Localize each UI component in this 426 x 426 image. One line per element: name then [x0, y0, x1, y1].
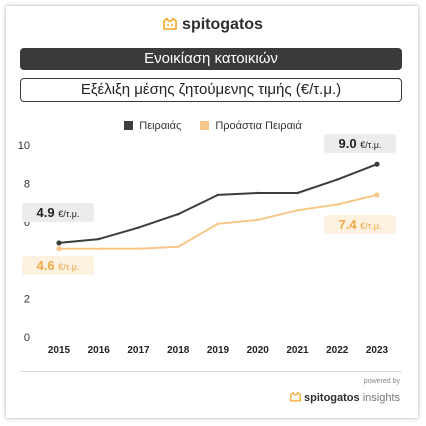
brand-name: spitogatos [182, 16, 263, 33]
annotation-pill [22, 203, 94, 222]
data-point [56, 246, 62, 252]
footer-insights: insights [362, 392, 400, 404]
footer-brand-name: spitogatos [304, 392, 360, 404]
legend-item-piraeus: Πειραιάς [124, 120, 181, 132]
x-tick-label: 2023 [366, 345, 389, 356]
banner-title: Ενοικίαση κατοικιών [20, 48, 402, 70]
x-tick-label: 2015 [48, 345, 71, 356]
x-tick-label: 2020 [247, 345, 270, 356]
data-point [336, 203, 339, 206]
data-point [137, 226, 140, 229]
data-point [216, 222, 220, 225]
x-tick-label: 2016 [88, 345, 111, 356]
data-point [177, 245, 180, 248]
legend-item-suburbs: Προάστια Πειραιά [200, 120, 302, 132]
annotation-label: 4.6 €/τ.μ. [37, 258, 80, 273]
data-point [256, 218, 259, 222]
data-point [374, 161, 380, 167]
chart-subtitle: Εξέλιξη μέσης ζητούμενης τιμής (€/τ.μ.) [20, 78, 402, 102]
data-point [296, 191, 299, 195]
x-tick-label: 2018 [167, 345, 190, 356]
legend-swatch-suburbs [200, 121, 210, 130]
data-point [336, 178, 339, 181]
chart-legend: Πειραιάς Προάστια Πειραιά [0, 120, 426, 132]
cat-logo-icon [290, 392, 301, 402]
y-tick-label: 6 [24, 217, 30, 229]
footer-powered-by: powered by [363, 378, 400, 385]
cat-logo-icon [163, 18, 177, 30]
brand-header: spitogatos [0, 16, 426, 34]
data-point [296, 209, 299, 212]
legend-swatch-piraeus [124, 121, 134, 130]
data-point [56, 240, 62, 246]
annotation-pill [324, 215, 396, 234]
data-point [97, 237, 100, 241]
data-point [374, 192, 380, 198]
x-tick-label: 2019 [207, 345, 230, 356]
annotation-pill [324, 134, 396, 153]
data-point [256, 191, 259, 195]
annotation-pill [22, 256, 94, 275]
y-tick-label: 10 [18, 140, 30, 152]
x-tick-label: 2022 [326, 345, 349, 356]
x-tick-label: 2021 [286, 345, 309, 356]
annotation-label: 7.4 €/τ.μ. [339, 217, 382, 232]
y-tick-label: 2 [24, 294, 30, 306]
y-tick-label: 8 [24, 178, 30, 190]
data-point [97, 247, 100, 250]
annotation-label: 4.9 €/τ.μ. [37, 205, 80, 220]
data-point [137, 247, 140, 250]
data-point [177, 212, 180, 216]
annotation-label: 9.0 €/τ.μ. [339, 136, 382, 151]
footer-divider [20, 371, 402, 372]
x-tick-label: 2017 [127, 345, 150, 356]
legend-label-suburbs: Προάστια Πειραιά [215, 120, 302, 132]
legend-label-piraeus: Πειραιάς [139, 120, 182, 132]
data-point [216, 193, 220, 197]
y-tick-label: 0 [24, 332, 30, 344]
footer-brand: spitogatos insights [290, 392, 400, 404]
